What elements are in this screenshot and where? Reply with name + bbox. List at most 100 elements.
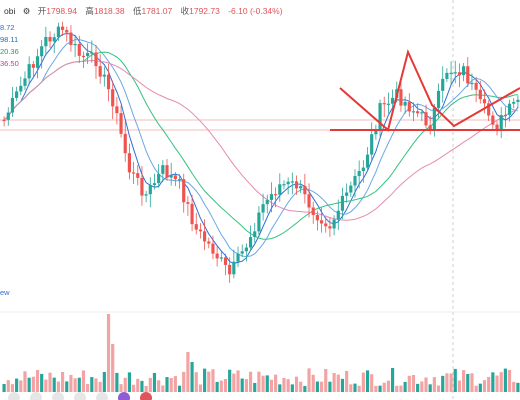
volume-bar (403, 381, 407, 392)
volume-bar (240, 378, 244, 392)
candle-body (186, 202, 190, 204)
volume-bar (123, 377, 127, 392)
tool-icon-red[interactable] (140, 392, 152, 400)
volume-bar (111, 344, 115, 392)
volume-bar (470, 373, 474, 392)
volume-bar (428, 384, 432, 392)
volume-bar (370, 374, 374, 392)
volume-bar (223, 379, 228, 392)
ohlc-bar: obi ⚙ 开1798.94 高1818.38 低1781.07 收1792.7… (4, 5, 289, 17)
candle-body (140, 177, 144, 196)
open-value: 1798.94 (46, 6, 77, 16)
candle-body (328, 226, 332, 229)
candle-body (94, 52, 98, 67)
candle-body (436, 90, 441, 108)
close-value: 1792.73 (189, 6, 220, 16)
volume-bar (294, 376, 299, 392)
candle-body (307, 194, 311, 208)
volume-bar (303, 385, 307, 392)
volume-bar (132, 384, 136, 392)
candle-body (411, 111, 416, 113)
volume-bar (495, 375, 499, 392)
candle-body (357, 171, 361, 177)
candle-body (86, 52, 90, 57)
volume-bar (177, 385, 182, 392)
gear-icon[interactable]: ⚙ (22, 6, 31, 16)
candle-body (282, 184, 286, 186)
candle-body (190, 203, 194, 225)
volume-bar (340, 378, 345, 392)
ma-line-long (3, 51, 518, 240)
candle-body (399, 89, 403, 106)
candle-body (487, 103, 491, 116)
candle-body (336, 210, 340, 220)
candle-body (123, 133, 127, 154)
volume-bar (274, 374, 278, 392)
volume-bar (48, 372, 52, 392)
candle-body (152, 183, 157, 186)
candle-body (127, 153, 131, 173)
volume-bar (441, 375, 445, 392)
candle-body (299, 186, 303, 189)
candle-body (98, 66, 102, 77)
candle-body (365, 154, 370, 168)
volume-bar (69, 374, 73, 392)
volume-bar (23, 371, 27, 392)
zigzag-pattern (339, 48, 520, 132)
candles (2, 21, 520, 283)
volume-bar (169, 378, 173, 392)
candle-body (403, 101, 407, 106)
volume-bar (345, 370, 349, 392)
candle-body (382, 103, 386, 105)
candle-body (177, 179, 182, 181)
candle-body (240, 251, 244, 254)
volume-bar (487, 376, 491, 392)
candle-body (236, 253, 240, 262)
candle-body (10, 97, 15, 113)
volume-bar (203, 368, 207, 392)
tool-icon-1[interactable] (8, 392, 20, 400)
volume-bar (2, 383, 6, 392)
candle-body (261, 204, 265, 213)
volume-bar (161, 385, 165, 392)
volume-bar (286, 379, 290, 392)
volume-bar (165, 377, 169, 392)
candle-body (274, 194, 278, 196)
volume-bar (457, 380, 462, 392)
volume-bar (236, 370, 240, 392)
volume-bar (15, 378, 19, 392)
tool-icon-5[interactable] (96, 392, 108, 400)
candle-body (148, 185, 152, 195)
volume-bar (328, 381, 332, 392)
candle-body (77, 43, 81, 56)
tool-icon-3[interactable] (52, 392, 64, 400)
volume-bar (90, 377, 94, 392)
candle-body (19, 85, 23, 92)
volume-bar (319, 381, 324, 392)
candle-body (507, 103, 512, 115)
tool-icon-2[interactable] (30, 392, 42, 400)
volume-bar (482, 380, 487, 392)
candle-body (60, 26, 65, 30)
candle-body (115, 106, 119, 114)
candle-body (257, 212, 261, 232)
volume-bar (349, 384, 353, 392)
volume-bar (445, 373, 449, 392)
candle-body (349, 185, 353, 193)
candle-body (31, 64, 35, 68)
candle-body (228, 264, 232, 275)
candle-body (73, 43, 77, 46)
ma-value-4: 36.50 (0, 59, 19, 68)
candle-body (232, 261, 236, 275)
pattern-drawing (330, 48, 520, 132)
tool-icon-purple[interactable] (118, 392, 130, 400)
candle-body (165, 165, 169, 178)
low-key: 低 (132, 6, 142, 16)
volume-bar (127, 372, 131, 392)
volume-bar (499, 372, 503, 392)
tool-icon-4[interactable] (74, 392, 86, 400)
volume-bar (182, 371, 186, 392)
open-key: 开 (37, 6, 47, 16)
volume-bar (248, 371, 253, 392)
candle-body (416, 111, 420, 114)
